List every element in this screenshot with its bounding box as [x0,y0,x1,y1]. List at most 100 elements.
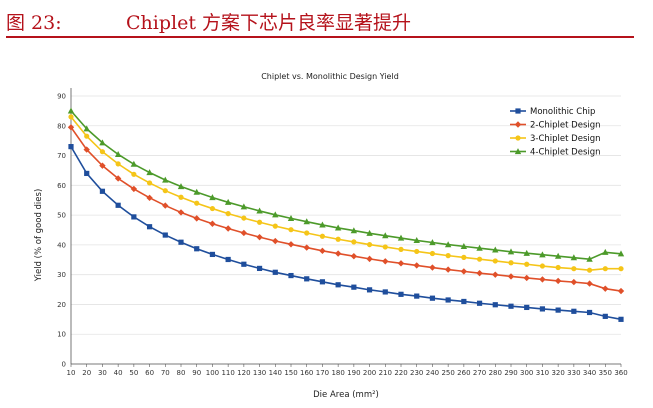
data-point-monolithic-chip [492,302,498,308]
data-point-4-chiplet-design [303,218,310,225]
legend-label: 3-Chiplet Design [530,134,601,144]
data-point-monolithic-chip [524,304,530,311]
x-tick-label: 140 [269,369,282,377]
data-point-3-chiplet-design [241,215,247,221]
data-point-3-chiplet-design [288,227,294,233]
data-point-3-chiplet-design [146,180,153,186]
data-point-monolithic-chip [68,144,74,150]
x-tick-labels: 10 20 30 40 50 60 70 80 90 100 110 120 130 140 150 160 1… [67,369,628,377]
data-point-2-chiplet-design [177,209,185,216]
data-point-3-chiplet-design [335,236,341,242]
data-point-monolithic-chip [304,276,310,282]
y-tick-label: 0 [62,361,66,369]
y-tick-label: 50 [57,212,66,220]
x-tick-label: 330 [567,369,580,377]
data-point-monolithic-chip [84,170,90,177]
x-tick-label: 210 [379,369,392,377]
data-point-3-chiplet-design [602,266,608,272]
data-point-monolithic-chip [461,298,467,305]
x-tick-label: 220 [394,369,407,377]
data-point-3-chiplet-design [84,133,90,139]
y-tick-label: 60 [57,182,66,190]
data-point-monolithic-chip [602,313,608,319]
x-axis-label: Die Area (mm²) [313,390,379,400]
data-point-2-chiplet-design [303,244,310,251]
data-point-4-chiplet-design [114,150,122,157]
data-point-3-chiplet-design [68,114,74,120]
data-point-3-chiplet-design [476,256,483,262]
data-point-2-chiplet-design [617,287,625,295]
x-tick-label: 110 [221,369,234,377]
data-point-2-chiplet-design [67,124,75,131]
y-tick-label: 80 [57,122,66,130]
data-point-3-chiplet-design [586,267,593,273]
data-point-monolithic-chip [162,232,168,238]
x-tick-label: 100 [206,369,219,377]
legend-item-3-chiplet-design: 3-Chiplet Design [510,134,601,144]
data-point-4-chiplet-design [382,232,389,239]
data-point-3-chiplet-design [272,223,278,229]
data-point-4-chiplet-design [366,229,373,236]
x-tick-label: 190 [347,369,360,377]
data-point-4-chiplet-design [256,207,263,214]
x-tick-label: 30 [98,369,107,377]
data-point-monolithic-chip [225,256,231,263]
data-point-2-chiplet-design [586,280,593,287]
x-tick-label: 250 [441,369,454,377]
data-point-2-chiplet-design [130,185,138,193]
x-tick-label: 200 [363,369,376,377]
data-point-4-chiplet-design [460,242,468,249]
data-point-4-chiplet-design [476,244,483,251]
data-point-2-chiplet-design [114,175,122,182]
data-point-monolithic-chip [382,289,388,295]
data-point-4-chiplet-design [554,252,562,259]
x-tick-label: 300 [520,369,533,377]
data-point-3-chiplet-design [162,188,168,194]
data-point-3-chiplet-design [539,263,546,269]
data-point-2-chiplet-design [444,266,452,273]
series-group [67,107,625,322]
data-point-4-chiplet-design [492,246,499,253]
data-point-4-chiplet-design [67,107,75,114]
data-point-monolithic-chip [555,307,561,313]
y-axis-label: Yield (% of good dies) [34,189,44,283]
y-tick-label: 90 [57,93,66,101]
y-tick-label: 20 [57,301,66,309]
data-point-3-chiplet-design [178,194,184,200]
series-line-monolithic-chip [70,146,622,321]
data-point-monolithic-chip [366,287,373,293]
data-point-monolithic-chip [398,291,404,297]
data-point-4-chiplet-design [444,241,452,248]
x-tick-label: 260 [457,369,470,377]
data-point-4-chiplet-design [586,255,593,262]
data-point-3-chiplet-design [508,260,514,266]
x-tick-label: 270 [473,369,486,377]
data-point-3-chiplet-design [398,246,404,252]
data-point-monolithic-chip [241,261,247,267]
legend-marker [514,148,522,155]
data-point-4-chiplet-design [130,160,138,167]
data-point-monolithic-chip [131,214,137,220]
data-point-monolithic-chip [99,188,106,194]
data-point-4-chiplet-design [429,239,436,246]
series-4-chiplet-design [67,107,625,262]
data-point-3-chiplet-design [492,258,498,264]
data-point-2-chiplet-design [554,277,562,285]
data-point-2-chiplet-design [287,241,295,248]
data-point-4-chiplet-design [507,248,515,255]
data-point-4-chiplet-design [272,211,279,218]
data-point-monolithic-chip [115,202,121,208]
y-tick-label: 10 [57,331,66,339]
data-point-4-chiplet-design [350,227,358,234]
legend-item-monolithic-chip: Monolithic Chip [510,107,595,117]
x-tick-label: 160 [300,369,313,377]
x-tick-label: 20 [82,369,91,377]
data-point-3-chiplet-design [225,211,231,217]
data-point-3-chiplet-design [99,149,106,155]
data-point-3-chiplet-design [382,244,388,250]
y-tick-label: 40 [57,241,66,249]
data-point-monolithic-chip [445,297,451,303]
data-point-3-chiplet-design [414,248,420,255]
data-point-4-chiplet-design [319,221,326,228]
